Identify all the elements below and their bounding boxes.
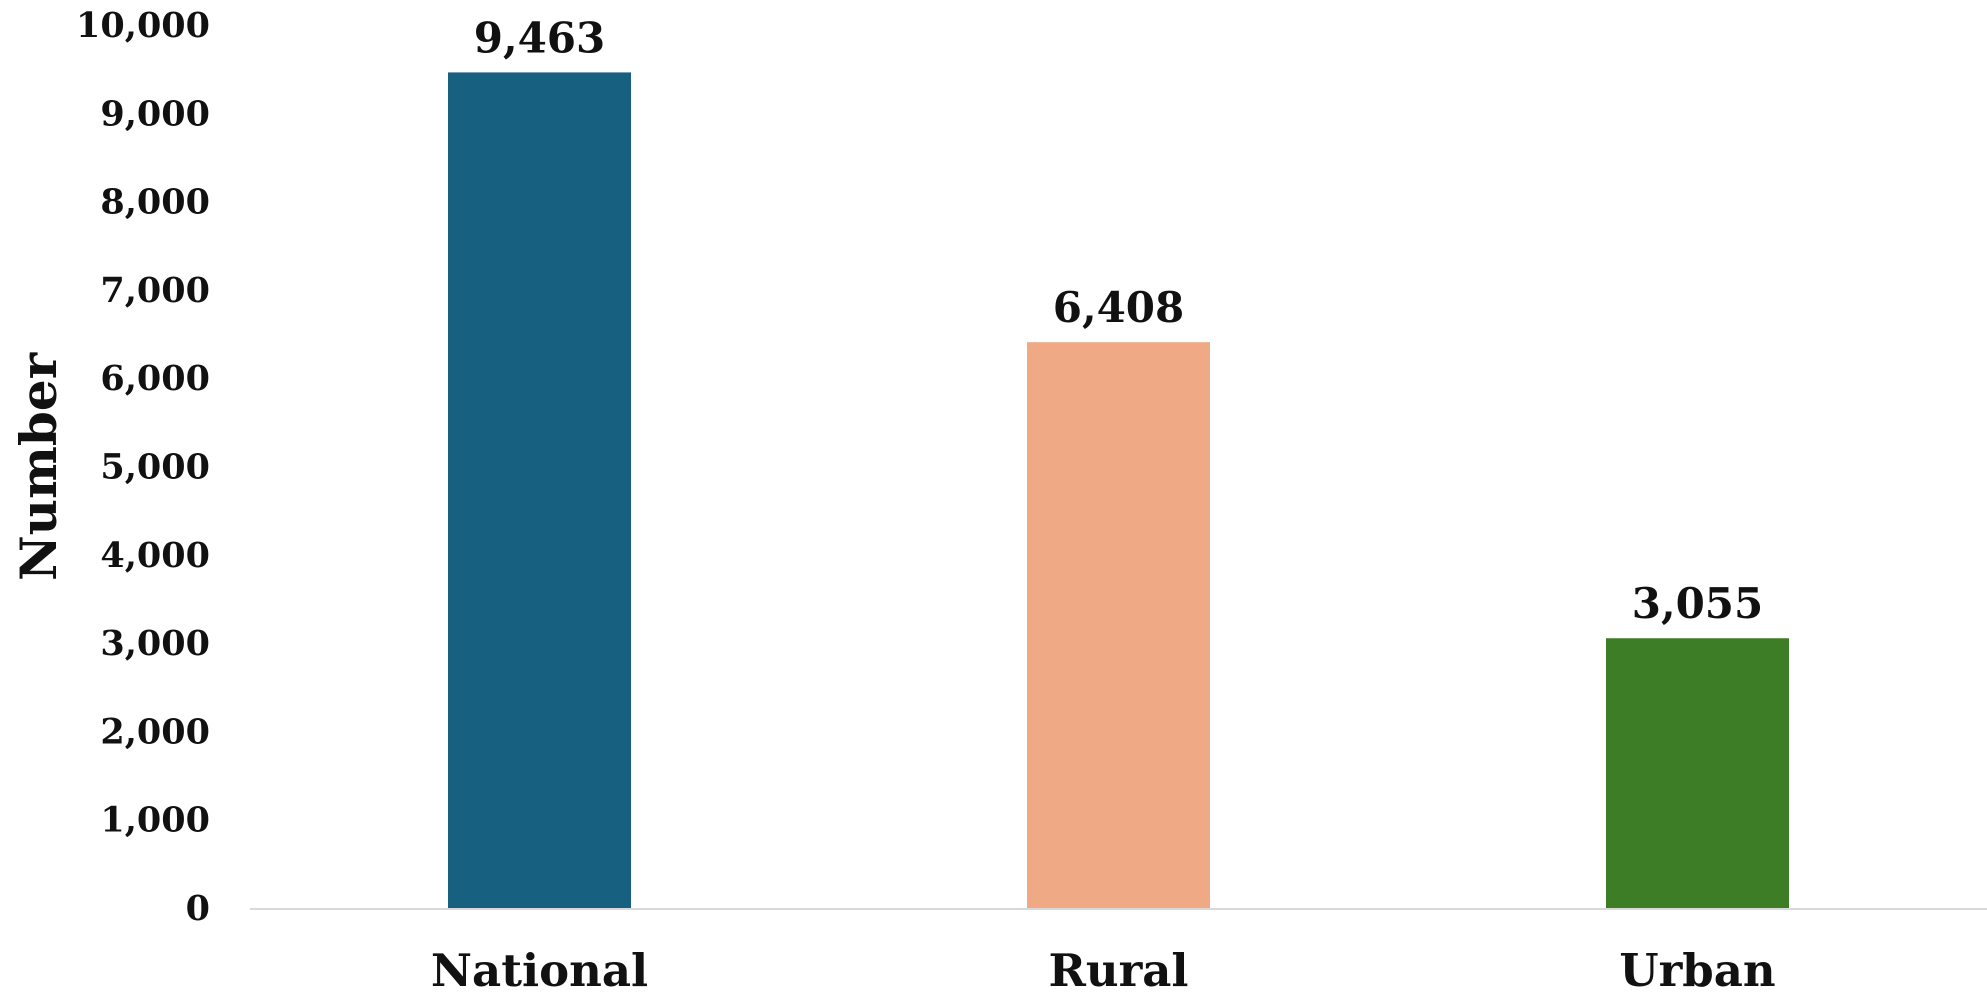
- y-tick-label: 6,000: [100, 358, 210, 399]
- y-tick-label: 1,000: [100, 800, 210, 841]
- y-tick-label: 2,000: [100, 711, 210, 752]
- y-axis-title: Number: [9, 352, 68, 581]
- bar-national: [448, 72, 631, 908]
- bars-group: [448, 72, 1789, 909]
- x-axis-labels: National Rural Urban: [431, 944, 1776, 992]
- y-axis-ticks: 0 1,000 2,000 3,000 4,000 5,000 6,000 7,000 8,00…: [76, 5, 210, 929]
- bar-urban: [1606, 638, 1789, 908]
- y-tick-label: 4,000: [100, 535, 210, 576]
- data-label-national: 9,463: [474, 13, 606, 62]
- y-tick-label: 7,000: [100, 270, 210, 311]
- y-tick-label: 5,000: [100, 447, 210, 488]
- y-tick-label: 9,000: [100, 93, 210, 134]
- x-tick-label-rural: Rural: [1048, 944, 1188, 992]
- data-label-rural: 6,408: [1053, 283, 1185, 332]
- x-tick-label-urban: Urban: [1619, 944, 1775, 992]
- bar-rural: [1027, 342, 1210, 909]
- y-tick-label: 3,000: [100, 623, 210, 664]
- y-tick-label: 8,000: [100, 182, 210, 223]
- y-tick-label: 0: [186, 888, 210, 929]
- y-tick-label: 10,000: [76, 5, 210, 46]
- x-tick-label-national: National: [431, 944, 648, 992]
- data-label-urban: 3,055: [1632, 579, 1764, 628]
- data-labels-group: 9,463 6,408 3,055: [474, 13, 1764, 628]
